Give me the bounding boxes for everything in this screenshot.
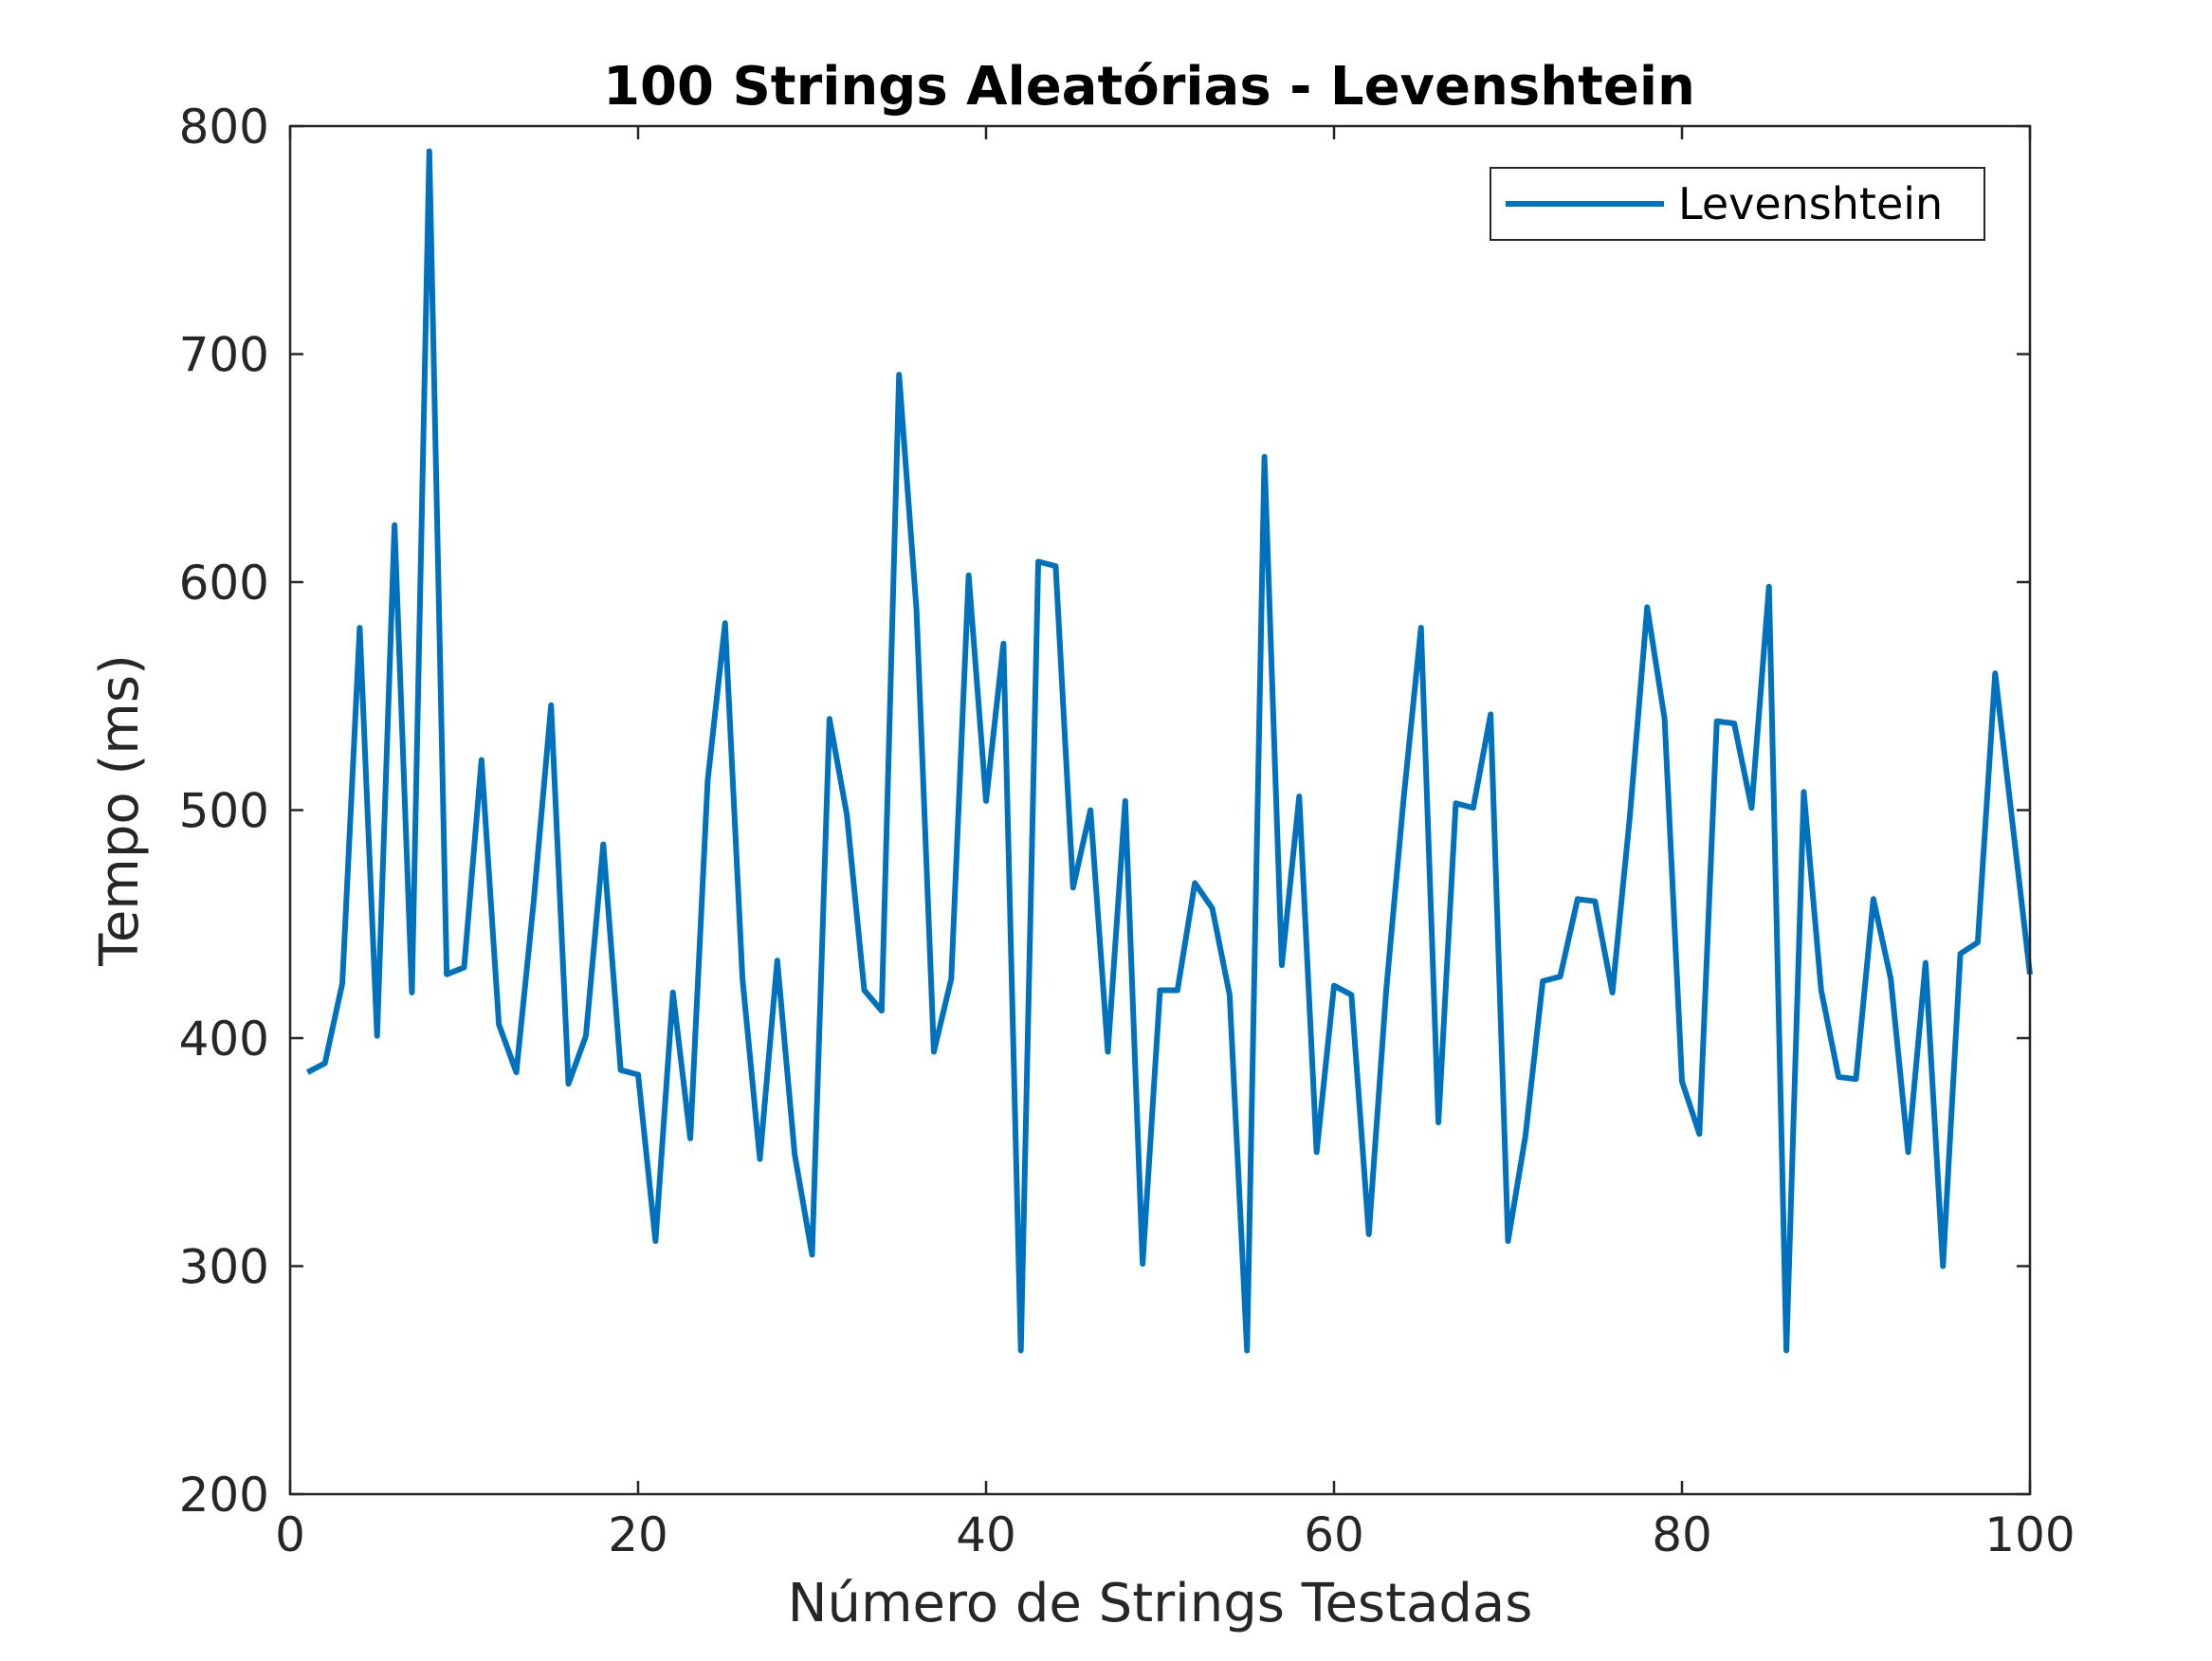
y-tick-label: 400 (179, 1012, 269, 1067)
plot-area (290, 126, 2030, 1494)
x-tick-label: 60 (1304, 1507, 1364, 1562)
plot-background (290, 126, 2030, 1494)
x-tick-label: 0 (275, 1507, 305, 1562)
axes-box (288, 124, 2032, 1496)
legend-entry-label: Levenshtein (1678, 178, 1943, 229)
y-tick-label: 800 (179, 100, 269, 155)
y-tick-label: 300 (179, 1240, 269, 1295)
x-tick-label: 80 (1652, 1507, 1712, 1562)
x-tick-label: 20 (608, 1507, 668, 1562)
series-layer (305, 148, 2033, 1354)
chart-title: 100 Strings Aleatórias - Levenshtein (603, 56, 1695, 118)
y-axis-label: Tempo (ms) (89, 654, 151, 967)
y-tick-label: 500 (179, 784, 269, 839)
legend: Levenshtein (1490, 167, 1985, 241)
series-line-levenshtein (305, 148, 2033, 1354)
x-tick-label: 40 (956, 1507, 1016, 1562)
x-axis-label: Número de Strings Testadas (788, 1573, 1533, 1634)
axis-ticks: 0 20 40 60 80 100 200 300 400 500 600 700 800 (179, 100, 2075, 1562)
x-tick-label: 100 (1984, 1507, 2075, 1562)
y-tick-label: 200 (179, 1468, 269, 1523)
y-tick-label: 700 (179, 328, 269, 383)
y-tick-label: 600 (179, 556, 269, 611)
